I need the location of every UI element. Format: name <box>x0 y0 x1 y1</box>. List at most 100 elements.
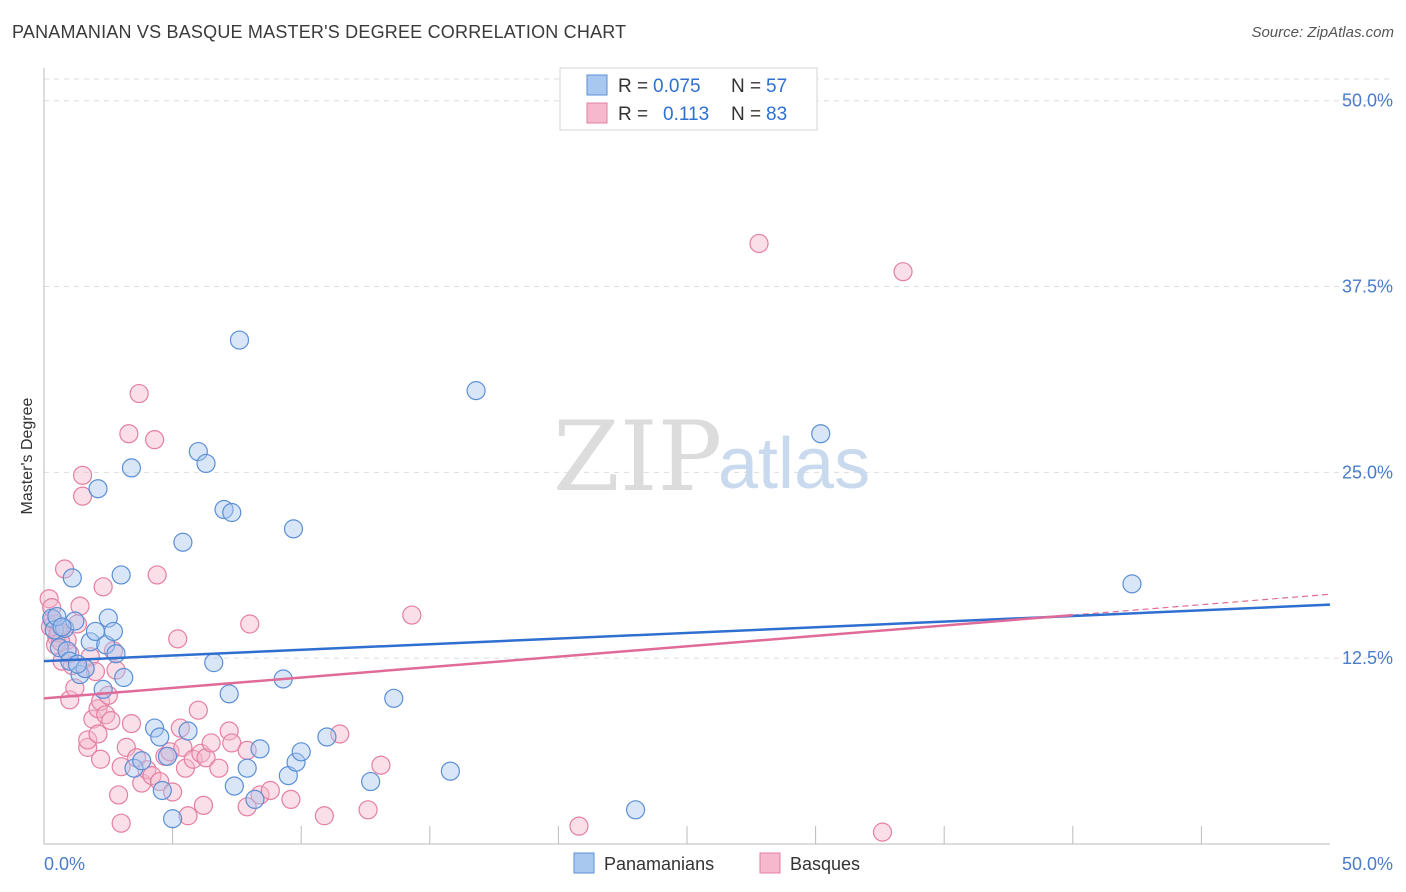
panamanians-point <box>286 752 306 772</box>
panamanians-point <box>250 739 270 759</box>
panamanians-point <box>196 453 216 474</box>
legend-n-label-2: N = <box>731 104 761 125</box>
y-tick-labels: 12.5% 25.0% 37.5% 50.0% <box>1342 91 1393 668</box>
panamanians-point <box>222 502 242 523</box>
legend-r-label-2: R = <box>618 104 648 125</box>
panamanians-point <box>49 638 70 658</box>
basques-point <box>188 700 208 720</box>
basques-point <box>101 711 121 731</box>
basques-point <box>144 430 165 450</box>
panamanians-point <box>317 727 337 747</box>
panamanians-point <box>111 565 131 585</box>
chart-title: PANAMANIAN VS BASQUE MASTER'S DEGREE COR… <box>12 22 627 42</box>
y-tick-label: 25.0% <box>1342 462 1393 482</box>
panamanians-point <box>47 606 67 627</box>
legend-swatch-panamanians <box>586 74 608 96</box>
series-legend: Panamanians Basques <box>573 852 860 874</box>
basques-point <box>129 383 149 404</box>
panamanians-point <box>361 771 381 792</box>
x-tick-label-min: 0.0% <box>44 854 85 874</box>
basques-point <box>260 780 280 801</box>
panamanians-point <box>291 742 311 762</box>
legend-r-value-1: 0.075 <box>653 76 701 97</box>
series-legend-label-basques: Basques <box>790 854 860 874</box>
panamanians-point <box>204 653 224 673</box>
panamanians-point <box>132 751 152 771</box>
panamanians-point <box>811 424 831 444</box>
basques-point <box>142 766 162 786</box>
basques-point <box>163 782 183 802</box>
panamanians-point <box>80 632 100 652</box>
watermark-atlas: atlas <box>718 424 870 504</box>
panamanians-point <box>237 758 257 778</box>
panamanians-point <box>106 644 126 664</box>
panamanians-point <box>384 688 404 708</box>
legend-r-value-2: 0.113 <box>663 104 709 125</box>
panamanians-point <box>93 679 113 700</box>
basques-trend-extension <box>1072 593 1331 616</box>
basques-trend-line <box>43 613 1073 700</box>
basques-point <box>402 605 422 625</box>
panamanians-point <box>625 800 646 820</box>
basques-point <box>569 816 589 836</box>
basques-point <box>170 718 190 738</box>
basques-point <box>240 614 260 634</box>
basques-point <box>88 699 108 719</box>
legend-swatch-basques <box>586 102 608 124</box>
basques-point <box>358 800 378 820</box>
trend-lines <box>43 593 1331 700</box>
panamanians-point <box>88 479 108 499</box>
basques-point <box>108 785 129 805</box>
basques-point <box>90 749 111 769</box>
series-legend-swatch-panamanians <box>573 852 595 874</box>
panamanians-trend-line <box>43 603 1331 663</box>
y-tick-label: 37.5% <box>1342 277 1393 297</box>
axes <box>43 68 1330 845</box>
basques-point <box>78 737 98 757</box>
legend-n-label-1: N = <box>731 76 761 97</box>
basques-point <box>314 806 334 826</box>
basques-point <box>103 641 124 661</box>
panamanians-point <box>103 621 124 642</box>
legend-n-value-1: 57 <box>766 76 787 97</box>
basques-point <box>93 577 113 597</box>
basques-point <box>111 813 131 833</box>
panamanians-point <box>157 746 178 766</box>
basques-point <box>121 713 142 734</box>
panamanians-point <box>114 667 134 688</box>
panamanians-point <box>283 519 304 539</box>
panamanians-point <box>67 654 88 674</box>
basques-point <box>70 596 90 616</box>
basques-point <box>178 806 198 826</box>
basques-point <box>281 789 301 810</box>
basques-point <box>98 685 118 705</box>
panamanians-point <box>214 499 234 520</box>
panamanians-point <box>173 532 193 552</box>
panamanians-point <box>178 721 198 741</box>
panamanians-point <box>1122 574 1142 594</box>
basques-point <box>116 737 136 757</box>
panamanians-point <box>163 809 183 829</box>
basques-point <box>872 822 893 842</box>
y-tick-label: 12.5% <box>1342 648 1393 668</box>
x-tick-label-max: 50.0% <box>1342 854 1393 874</box>
panamanians-point <box>224 776 244 796</box>
basques-point <box>96 705 116 725</box>
y-tick-label: 50.0% <box>1342 91 1393 111</box>
panamanians-point <box>440 761 460 781</box>
series-legend-swatch-basques <box>759 852 781 874</box>
basques-point <box>209 758 229 778</box>
legend-n-value-2: 83 <box>766 104 787 125</box>
stats-legend: R = 0.075 N = 57 R = 0.113 N = 83 <box>559 67 818 131</box>
grid-lines <box>44 78 1393 659</box>
basques-point <box>237 797 257 817</box>
basques-point <box>106 660 126 680</box>
basques-point <box>222 733 242 753</box>
basques-point <box>196 748 216 768</box>
basques-point <box>201 733 221 753</box>
basques-point <box>168 629 188 649</box>
basques-point <box>219 721 239 741</box>
legend-r-label-1: R = <box>618 76 648 97</box>
chart-source: Source: ZipAtlas.com <box>1251 24 1394 41</box>
